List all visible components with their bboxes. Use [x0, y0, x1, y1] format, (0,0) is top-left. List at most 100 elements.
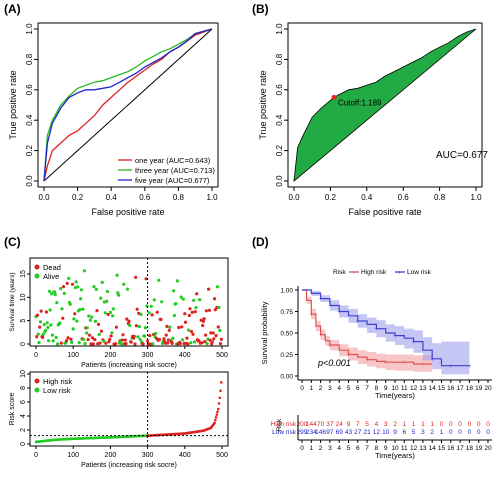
km-risk-count: 3	[384, 421, 388, 428]
risk-c-survival-point	[81, 307, 85, 311]
risk-c-survival-point	[181, 297, 185, 301]
risk-c-top-x-tick-label: 400	[179, 352, 191, 359]
risk-c-survival-point	[152, 298, 156, 302]
risk-c-top-x-tick-label: 500	[216, 352, 228, 359]
km-risk-count: 4	[375, 421, 379, 428]
risk-c-survival-point	[195, 292, 199, 296]
km-risk-table-x-tick-label: 14	[429, 445, 437, 452]
risk-c-bottom-x-tick-label: 300	[142, 452, 154, 459]
roc-b-x-tick-label: 1.0	[470, 193, 482, 202]
km-risk-table-x-tick-label: 17	[456, 445, 464, 452]
risk-c-survival-point	[61, 316, 65, 320]
roc-b-y-tick-label: 0.6	[275, 84, 284, 96]
risk-c-survival-point	[150, 313, 154, 317]
risk-c-survival-point	[115, 273, 119, 277]
risk-c-bottom-x-axis-label: Patients (increasing risk socre)	[81, 462, 177, 469]
km-risk-count: 0	[449, 429, 453, 436]
km-risk-count: 1	[440, 429, 444, 436]
risk-c-survival-point	[92, 285, 96, 289]
risk-c-bottom-y-tick-label: 10	[20, 370, 27, 378]
km-risk-table-x-tick-label: 18	[466, 445, 474, 452]
risk-c-survival-point	[174, 302, 178, 306]
roc-a-y-tick-label: 0.6	[25, 84, 34, 96]
risk-c-survival-point	[70, 340, 74, 344]
roc-b-x-tick-label: 0.6	[398, 193, 410, 202]
risk-c-survival-point	[67, 276, 71, 280]
roc-b-auc-area	[293, 28, 477, 182]
risk-c-survival-point	[168, 325, 172, 329]
roc-a-x-axis-label: False positive rate	[91, 207, 164, 217]
risk-c-survival-point	[35, 335, 39, 339]
km-x-tick-label: 16	[447, 385, 455, 392]
risk-c-survival-point	[178, 341, 182, 346]
risk-c-survival-point	[108, 337, 112, 342]
risk-c-survival-point	[120, 342, 124, 346]
km-x-tick-label: 4	[337, 385, 341, 392]
risk-c-survival-point	[59, 287, 63, 291]
km-risk-count: 6	[402, 429, 406, 436]
risk-c-score-point	[214, 418, 217, 422]
risk-c-survival-point	[100, 280, 104, 284]
risk-c-survival-point	[201, 319, 205, 323]
km-risk-table-x-tick-label: 5	[347, 445, 351, 452]
km-risk-count: 0	[486, 421, 490, 428]
km-risk-count: 1	[402, 421, 406, 428]
risk-c-survival-point	[171, 336, 175, 340]
km-risk-count: 144	[306, 421, 317, 428]
km-risk-count: 2	[430, 429, 434, 436]
roc-a-x-tick-label: 0.4	[106, 193, 118, 202]
risk-c-survival-point	[210, 340, 214, 344]
km-risk-count: 234	[306, 429, 317, 436]
km-risk-count: 1	[421, 421, 425, 428]
km-censor-mark-1: +	[356, 319, 360, 325]
risk-c-top-legend-label-1: Alive	[43, 272, 59, 281]
km-risk-table-x-tick-label: 10	[391, 445, 399, 452]
risk-c-survival-point	[45, 321, 49, 325]
km-risk-count: 146	[315, 429, 326, 436]
roc-a-diagonal	[43, 28, 213, 182]
risk-c-survival-point	[125, 317, 129, 321]
panel-a-roc-curves: 0.0 0.2 0.4 0.6 0.8 1.0 0.0 0.2 0.4 0.6 0.8 1.0 Fals…	[8, 22, 219, 217]
risk-c-survival-point	[127, 319, 131, 323]
risk-c-survival-point	[48, 308, 52, 312]
risk-c-survival-point	[75, 319, 79, 323]
km-risk-table-x-tick-label: 8	[375, 445, 379, 452]
risk-c-survival-point	[139, 312, 143, 316]
panel-label-a: (A)	[4, 2, 21, 16]
risk-c-survival-point	[143, 326, 147, 330]
risk-c-survival-point	[65, 281, 69, 285]
risk-c-survival-point	[219, 337, 223, 341]
roc-a-x-tick-label: 1.0	[206, 193, 218, 202]
risk-c-survival-point	[120, 338, 124, 342]
risk-c-survival-point	[46, 325, 50, 329]
risk-c-survival-point	[190, 310, 194, 314]
risk-c-top-x-tick-label: 200	[105, 352, 117, 359]
risk-c-survival-point	[207, 308, 211, 312]
risk-c-top-frame	[29, 257, 229, 347]
risk-c-survival-point	[186, 342, 190, 346]
risk-c-survival-point	[90, 315, 94, 319]
risk-c-survival-point	[38, 325, 42, 329]
km-legend-plus-0: +	[352, 271, 356, 277]
risk-c-survival-point	[170, 341, 174, 345]
risk-c-survival-point	[143, 334, 147, 338]
risk-c-survival-point	[37, 341, 41, 345]
roc-a-x-tick-label: 0.2	[72, 193, 84, 202]
risk-c-survival-point	[194, 306, 198, 310]
risk-c-survival-point	[135, 307, 139, 311]
risk-c-survival-point	[162, 337, 166, 341]
risk-c-survival-point	[202, 317, 206, 321]
km-risk-count: 0	[458, 429, 462, 436]
risk-c-bottom-y-tick-label: 0	[20, 442, 27, 446]
risk-c-survival-point	[147, 311, 151, 315]
risk-c-score-point	[220, 381, 223, 384]
risk-c-score-point	[214, 416, 218, 419]
risk-c-survival-point	[197, 339, 201, 343]
risk-c-survival-point	[160, 300, 164, 304]
risk-c-survival-point	[56, 342, 60, 346]
risk-c-survival-point	[189, 341, 193, 345]
km-risk-table-title: Risk	[276, 418, 283, 431]
risk-c-survival-point	[42, 323, 46, 327]
km-risk-table-x-tick-label: 15	[438, 445, 446, 452]
risk-c-survival-point	[47, 339, 51, 343]
